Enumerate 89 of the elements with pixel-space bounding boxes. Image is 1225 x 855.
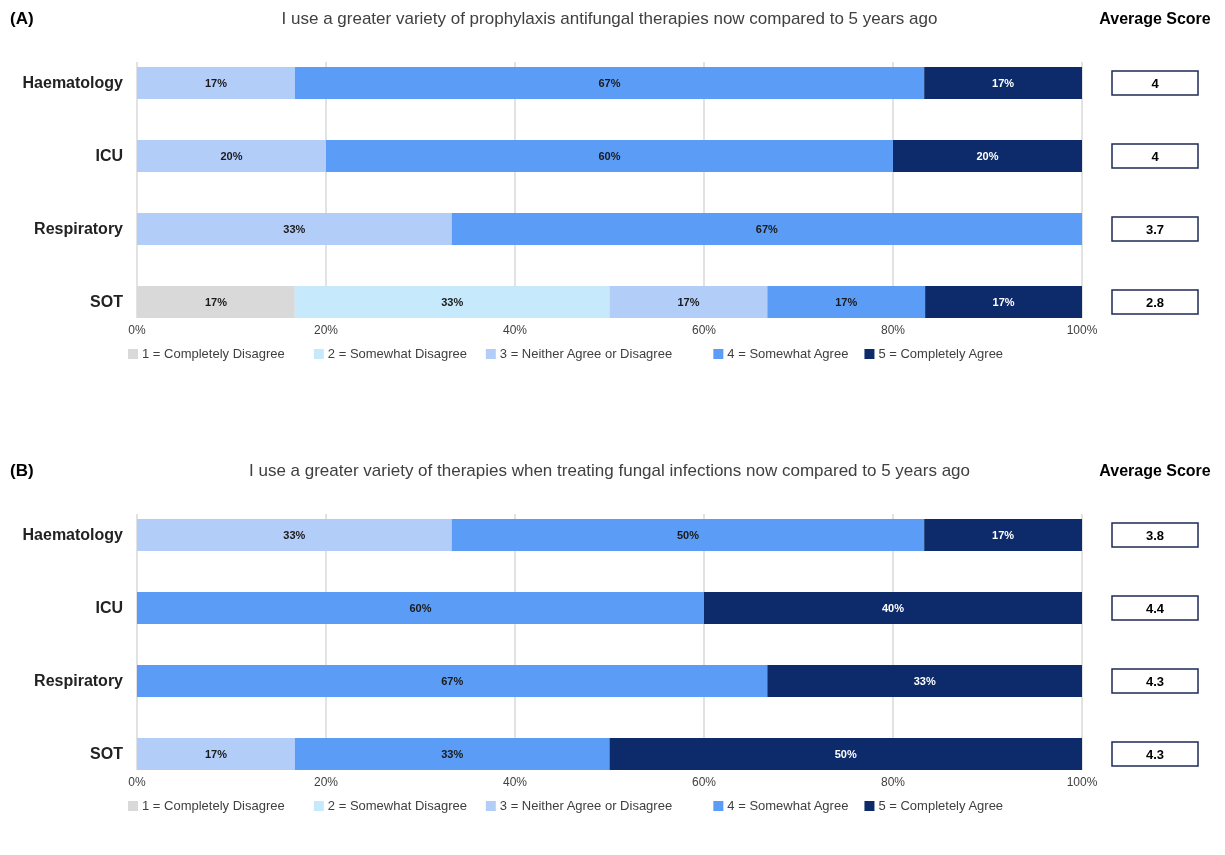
chart-title: I use a greater variety of prophylaxis antifungal therapies now compared to 5 years ago <box>281 9 938 28</box>
text: 4 <box>1151 149 1160 164</box>
bar <box>451 519 925 551</box>
bar <box>893 140 1082 172</box>
bar <box>451 213 1082 245</box>
bar <box>924 67 1082 99</box>
y-tick-label: SOT <box>90 745 124 762</box>
bar <box>609 286 768 318</box>
data-label: 50% <box>676 529 700 541</box>
bar <box>925 286 1082 318</box>
bar <box>704 592 1082 624</box>
bar <box>767 286 926 318</box>
data-label: 20% <box>220 150 243 162</box>
data-label: 33% <box>283 529 306 541</box>
y-tick-label: ICU <box>95 599 123 616</box>
data-label: 17% <box>204 296 228 308</box>
bar <box>137 665 768 697</box>
data-label: 50% <box>834 748 857 760</box>
bar <box>326 140 893 172</box>
text: 4 <box>1151 76 1160 91</box>
data-label: 60% <box>409 602 432 614</box>
text: 4.4 <box>1145 601 1165 616</box>
bar <box>137 140 326 172</box>
data-label: 17% <box>992 296 1015 308</box>
x-tick-label: 60% <box>691 775 717 789</box>
data-label: 17% <box>835 296 858 308</box>
x-tick-label: 40% <box>502 775 528 789</box>
text: 4.3 <box>1145 674 1165 689</box>
y-tick-label: Haematology <box>22 74 124 91</box>
bar <box>137 67 295 99</box>
bar <box>137 519 452 551</box>
data-label: 20% <box>976 150 999 162</box>
bar <box>137 213 452 245</box>
x-tick-label: 20% <box>313 323 339 337</box>
data-label: 67% <box>598 77 621 89</box>
y-tick-label: SOT <box>90 293 124 310</box>
bar <box>767 665 1082 697</box>
data-label: 17% <box>992 77 1015 89</box>
data-label: 17% <box>204 748 228 760</box>
legend-label: 5 = Completely Agree <box>878 798 1004 813</box>
data-label: 33% <box>441 748 464 760</box>
y-tick-label: Respiratory <box>34 220 124 237</box>
data-label: 33% <box>283 223 306 235</box>
x-tick-label: 0% <box>128 775 146 789</box>
data-label: 33% <box>913 675 936 687</box>
y-tick-label: Haematology <box>22 526 124 543</box>
bar <box>294 67 925 99</box>
x-tick-label: 60% <box>691 323 717 337</box>
legend-label: 1 = Completely Disagree <box>142 346 285 361</box>
data-label: 17% <box>677 296 700 308</box>
x-tick-label: 20% <box>313 775 339 789</box>
text: 3.8 <box>1145 528 1165 543</box>
text: Average Score <box>1099 462 1211 479</box>
data-label: 40% <box>881 602 905 614</box>
text: 3.7 <box>1145 222 1165 237</box>
data-label: 17% <box>992 529 1015 541</box>
text: 2.8 <box>1145 295 1165 310</box>
chart-title: I use a greater variety of therapies when treating fungal infections now compared to 5 years ago <box>248 461 971 480</box>
text: (A) <box>10 9 34 28</box>
x-tick-label: 80% <box>880 323 906 337</box>
bar <box>137 738 295 770</box>
y-tick-label: Respiratory <box>34 672 124 689</box>
data-label: 67% <box>441 675 464 687</box>
bar <box>924 519 1082 551</box>
legend-label: 2 = Somewhat Disagree <box>327 346 467 361</box>
legend-label: 5 = Completely Agree <box>878 346 1004 361</box>
bar <box>294 738 610 770</box>
legend-label: 3 = Neither Agree or Disagree <box>499 346 673 361</box>
x-tick-label: 0% <box>128 323 146 337</box>
legend-label: 4 = Somewhat Agree <box>727 798 849 813</box>
data-label: 17% <box>204 77 228 89</box>
bar <box>294 286 610 318</box>
text: (B) <box>10 461 34 480</box>
data-label: 60% <box>598 150 621 162</box>
x-tick-label: 100% <box>1066 775 1098 789</box>
x-tick-label: 100% <box>1066 323 1098 337</box>
data-label: 33% <box>441 296 464 308</box>
legend-label: 2 = Somewhat Disagree <box>327 798 467 813</box>
legend-label: 4 = Somewhat Agree <box>727 346 849 361</box>
x-tick-label: 80% <box>880 775 906 789</box>
data-label: 67% <box>755 223 779 235</box>
legend-label: 1 = Completely Disagree <box>142 798 285 813</box>
text: 4.3 <box>1145 747 1165 762</box>
x-tick-label: 40% <box>502 323 528 337</box>
bar <box>609 738 1082 770</box>
legend-label: 3 = Neither Agree or Disagree <box>499 798 673 813</box>
bar <box>137 592 704 624</box>
text: Average Score <box>1099 10 1211 27</box>
y-tick-label: ICU <box>95 147 123 164</box>
